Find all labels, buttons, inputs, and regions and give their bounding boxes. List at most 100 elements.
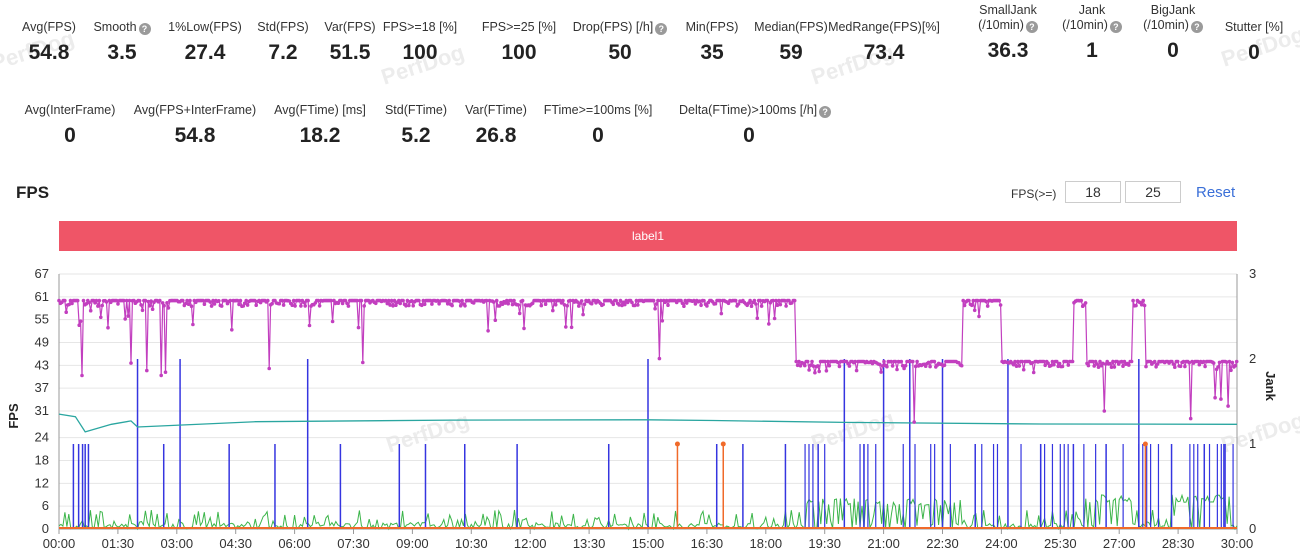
fps-point [564, 325, 568, 329]
fps-point [1196, 359, 1200, 364]
fps-point [913, 364, 918, 369]
stat-label-text: BigJank [1150, 3, 1196, 17]
fps-threshold-input-1[interactable] [1065, 181, 1121, 203]
fps-point [569, 325, 574, 330]
stat-label: Smooth? [52, 20, 192, 35]
fps-point [293, 304, 297, 308]
fps-point [1096, 365, 1101, 369]
fps-point [1229, 368, 1233, 373]
fps-point [494, 298, 499, 303]
fps-point [291, 298, 296, 303]
fps-point [984, 299, 988, 304]
fps-point [362, 304, 367, 308]
fps-point [1131, 298, 1135, 303]
stat-label: Jank (/10min)? [1022, 3, 1162, 33]
fps-point [63, 298, 67, 303]
fps-point [1152, 359, 1157, 364]
fps-point [549, 298, 554, 303]
stat-label: Median(FPS) [721, 20, 861, 35]
fps-point [140, 308, 145, 313]
fps-point [900, 363, 905, 368]
fps-point [562, 303, 567, 307]
fps-point [330, 319, 335, 324]
fps-point [653, 306, 657, 311]
fps-point [457, 299, 462, 303]
fps-point [1197, 362, 1202, 367]
stat-stats_row1-3: Std(FPS) 7.2 [213, 20, 353, 65]
fps-point [1086, 363, 1091, 368]
fps-point [181, 298, 185, 303]
fps-point [1134, 303, 1138, 308]
fps-point [75, 298, 80, 303]
fps-point [1234, 359, 1239, 364]
help-icon[interactable]: ? [1025, 21, 1038, 33]
fps-point [719, 311, 724, 316]
fps-point [445, 302, 450, 306]
help-icon[interactable]: ? [1190, 21, 1203, 33]
x-tick-label: 16:30 [691, 536, 724, 551]
fps-point [553, 302, 558, 307]
stat-label-text: SmallJank [979, 3, 1037, 17]
fps-point [458, 303, 463, 308]
fps-point [78, 319, 83, 323]
fps-point [460, 298, 464, 303]
stat-value: 59 [779, 41, 803, 64]
fps-point [224, 298, 228, 303]
fps-point [651, 298, 656, 303]
help-icon[interactable]: ? [655, 23, 668, 35]
fps-point [961, 298, 965, 303]
fps-point [94, 298, 99, 303]
y-tick-label: 55 [35, 312, 49, 327]
fps-point [80, 373, 84, 378]
fps-point [915, 359, 919, 364]
fps-point [1139, 302, 1144, 307]
fps-point [1013, 359, 1017, 364]
fps-point [306, 298, 310, 303]
fps-point [975, 298, 980, 303]
fps-point [1030, 361, 1035, 365]
fps-point [1187, 360, 1191, 365]
fps-point [235, 298, 240, 303]
help-icon[interactable]: ? [819, 106, 832, 118]
stat-label-text: Var(FTime) [465, 103, 527, 117]
fps-point [985, 304, 990, 308]
fps-point [1115, 359, 1119, 364]
fps-point [1171, 362, 1176, 366]
label-bar-text: label1 [631, 229, 665, 243]
fps-point [1111, 359, 1115, 364]
fps-point [1101, 361, 1105, 366]
fps-point [754, 302, 758, 306]
fps-point [577, 304, 581, 308]
fps-point [189, 304, 194, 308]
fps-point [397, 298, 401, 303]
fps-threshold-input-2[interactable] [1125, 181, 1181, 203]
fps-point [209, 304, 214, 308]
fps-point [767, 322, 771, 326]
fps-point [280, 298, 285, 303]
fps-point [718, 298, 722, 303]
fps-point [997, 298, 1001, 303]
stat-label-text: 1%Low(FPS) [168, 20, 242, 34]
label-bar[interactable]: label1 [59, 221, 1237, 251]
stat-value: 35 [700, 41, 724, 64]
fps-point [811, 364, 816, 368]
fps-point [765, 298, 770, 303]
stat-label: Std(FTime) [346, 103, 486, 118]
fps-point [657, 356, 662, 361]
fps-point [104, 300, 109, 304]
help-icon[interactable]: ? [1109, 21, 1122, 33]
fps-point [880, 364, 885, 368]
stat-label-text: Avg(FPS+InterFrame) [133, 103, 257, 117]
stat-value: 5.2 [401, 124, 431, 147]
fps-point [302, 300, 306, 305]
stat-label-unit: (/10min) [1143, 18, 1189, 32]
fps-point [1014, 364, 1019, 368]
stat-label: FPS>=18 [%] [350, 20, 490, 35]
fps-point [150, 307, 155, 311]
reset-button[interactable]: Reset [1196, 184, 1236, 201]
help-icon[interactable]: ? [138, 23, 151, 35]
fps-point [96, 304, 100, 308]
stat-label: SmallJank (/10min)? [938, 3, 1078, 33]
fps-point [122, 298, 126, 303]
